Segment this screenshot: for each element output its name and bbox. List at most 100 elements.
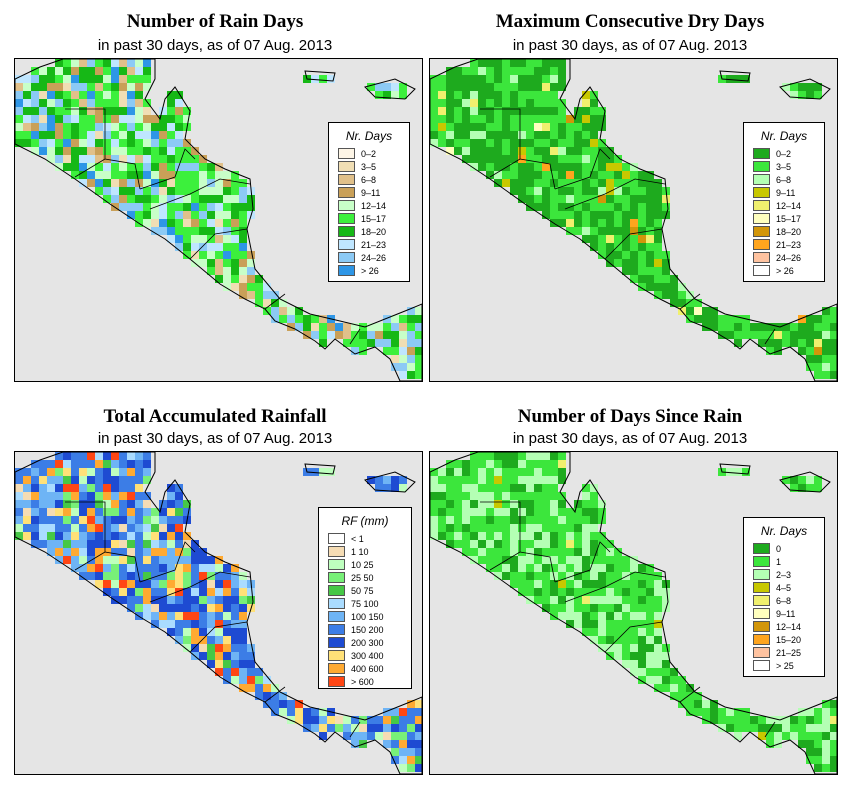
legend-item: 6–8	[753, 594, 824, 607]
legend-swatch	[753, 543, 770, 554]
legend-swatch	[328, 533, 345, 544]
legend-swatch	[338, 239, 355, 250]
legend-item: 12–14	[753, 199, 824, 212]
legend-max-dry-days: Nr. Days 0–2 3–5 6–8 9–11 12–14 15–17 18–20 21–…	[743, 122, 825, 282]
legend-swatch	[753, 582, 770, 593]
legend-swatch	[328, 598, 345, 609]
legend-label: 15–17	[776, 213, 802, 224]
legend-swatch	[328, 624, 345, 635]
panel-subtitle: in past 30 days, as of 07 Aug. 2013	[97, 430, 333, 447]
country-border	[139, 541, 196, 583]
legend-label: 2–3	[776, 569, 792, 580]
legend-label: 1 10	[351, 546, 369, 557]
legend-item: 12–14	[753, 620, 824, 633]
legend-label: 21–23	[361, 239, 387, 250]
country-border	[189, 621, 248, 653]
legend-swatch	[338, 174, 355, 185]
legend-label: < 1	[351, 533, 364, 544]
legend-item: > 600	[328, 675, 411, 688]
country-border	[74, 158, 106, 178]
legend-item: 18–20	[753, 225, 824, 238]
country-border	[149, 571, 251, 603]
country-border	[139, 148, 196, 190]
legend-item: 24–26	[753, 251, 824, 264]
country-border	[564, 571, 666, 603]
country-border	[489, 551, 521, 571]
legend-item: 3–5	[753, 160, 824, 173]
legend-label: 400 600	[351, 663, 384, 674]
legend-item: 1	[753, 555, 824, 568]
legend-swatch	[753, 161, 770, 172]
panel-max-dry-days: Maximum Consecutive Dry Days in past 30 …	[425, 0, 838, 390]
legend-swatch	[753, 174, 770, 185]
legend-label: 10 25	[351, 559, 374, 570]
legend-label: 25 50	[351, 572, 374, 583]
legend-item: 100 150	[328, 610, 411, 623]
legend-swatch	[328, 611, 345, 622]
legend-swatch	[753, 187, 770, 198]
panel-subtitle: in past 30 days, as of 07 Aug. 2013	[512, 37, 748, 54]
legend-label: 6–8	[776, 595, 792, 606]
legend-item: 12–14	[338, 199, 409, 212]
panel-subtitle: in past 30 days, as of 07 Aug. 2013	[97, 37, 333, 54]
coastline	[15, 452, 422, 774]
legend-label: > 26	[776, 265, 794, 276]
legend-item: 18–20	[338, 225, 409, 238]
legend-label: 21–23	[776, 239, 802, 250]
legend-label: > 25	[776, 660, 794, 671]
legend-label: 75 100	[351, 598, 379, 609]
legend-item: 15–17	[753, 212, 824, 225]
island-outline	[779, 78, 831, 100]
legend-item: 300 400	[328, 649, 411, 662]
island-outline	[779, 471, 831, 493]
legend-swatch	[338, 213, 355, 224]
legend-item: > 26	[753, 264, 824, 277]
legend-item: 0–2	[338, 147, 409, 160]
legend-item: 9–11	[753, 607, 824, 620]
legend-label: 200 300	[351, 637, 384, 648]
legend-item: 15–17	[338, 212, 409, 225]
legend-swatch	[338, 161, 355, 172]
legend-label: 6–8	[361, 174, 377, 185]
legend-label: 18–20	[776, 226, 802, 237]
legend-swatch	[328, 546, 345, 557]
panel-subtitle: in past 30 days, as of 07 Aug. 2013	[512, 430, 748, 447]
island-outline	[364, 78, 416, 100]
country-border	[489, 158, 521, 178]
legend-item: 15–20	[753, 633, 824, 646]
legend-swatch	[753, 148, 770, 159]
legend-label: 24–26	[776, 252, 802, 263]
country-border	[564, 178, 666, 210]
panel-title: Maximum Consecutive Dry Days	[495, 11, 765, 32]
legend-item: 200 300	[328, 636, 411, 649]
legend-item: 24–26	[338, 251, 409, 264]
legend-label: 24–26	[361, 252, 387, 263]
legend-days-since-rain: Nr. Days 0 1 2–3 4–5 6–8 9–11 12–14 15–20 21–25 >…	[743, 517, 825, 677]
legend-swatch	[753, 239, 770, 250]
legend-item: < 1	[328, 532, 411, 545]
legend-swatch	[328, 572, 345, 583]
legend-swatch	[328, 559, 345, 570]
legend-item: 21–25	[753, 646, 824, 659]
island-outline	[364, 471, 416, 493]
legend-item: 3–5	[338, 160, 409, 173]
legend-swatch	[753, 200, 770, 211]
legend-label: 0–2	[776, 148, 792, 159]
country-border	[764, 328, 776, 345]
country-border	[764, 721, 776, 738]
data-grid	[15, 59, 422, 379]
legend-swatch	[753, 634, 770, 645]
legend-swatch	[338, 187, 355, 198]
coastline	[430, 452, 837, 774]
island-outline	[304, 463, 336, 475]
legend-swatch	[338, 148, 355, 159]
legend-item: 2–3	[753, 568, 824, 581]
legend-label: 4–5	[776, 582, 792, 593]
coastline	[15, 59, 422, 381]
legend-swatch	[328, 676, 345, 687]
legend-swatch	[753, 226, 770, 237]
legend-label: 15–20	[776, 634, 802, 645]
legend-item: 21–23	[753, 238, 824, 251]
legend-item: 10 25	[328, 558, 411, 571]
country-border	[74, 551, 106, 571]
